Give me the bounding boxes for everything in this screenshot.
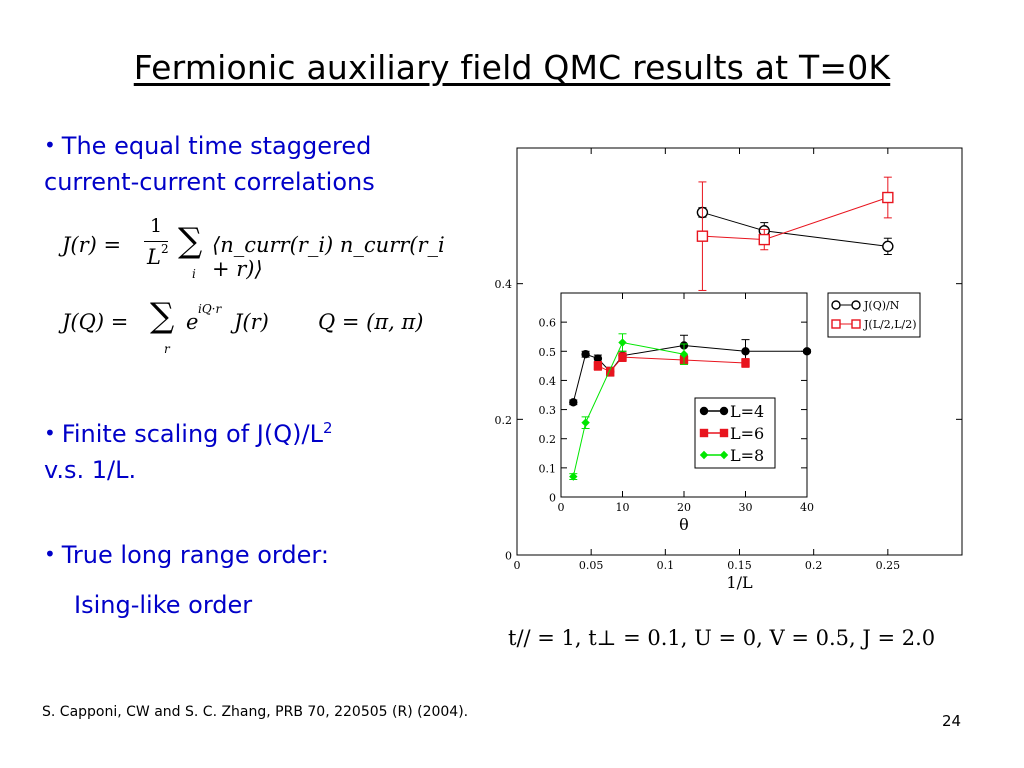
bullet1-line2: current-current correlations [44,168,375,196]
main-xlabel: 1/L [726,573,753,592]
main-legend-marker [831,300,841,310]
main-data-point [882,191,894,204]
eq2-rhs: J(r) [234,310,269,334]
eq1-frac-bar [144,241,168,242]
main-legend-marker [851,319,861,329]
inset-series-line [572,341,685,477]
bullet2-superscript: 2 [322,419,333,437]
eq1-sum-index: i [192,267,196,281]
inset-ytick-label: 0.5 [539,346,557,359]
main-ytick-label: 0.4 [495,278,513,291]
main-xtick-label: 0.25 [876,559,901,572]
eq1-body: ⟨n_curr(r_i) n_curr(r_i + r)⟩ [212,233,445,281]
bullet3-subtext: Ising-like order [74,591,253,619]
main-xtick-label: 0.15 [727,559,752,572]
bullet-long-range-order: • True long range order: Ising-like order [44,536,329,623]
inset-xtick-label: 20 [677,501,691,514]
inset-data-point [618,338,627,347]
inset-data-point [581,350,590,359]
inset-xlabel: θ [679,515,689,534]
inset-data-point [741,358,750,368]
inset-ytick-label: 0 [549,492,556,505]
eq2-exp-base: e [186,310,199,334]
main-ytick-label: 0.2 [495,414,513,427]
main-legend-label: J(Q)/N [863,299,900,312]
bullet-symbol: • [44,421,56,445]
inset-data-point [679,349,689,359]
inset-ytick-label: 0.3 [539,404,557,417]
eq2-lhs: J(Q) = [62,310,129,334]
inset-legend-marker [719,428,729,438]
main-xtick-label: 0 [514,559,521,572]
bullet-symbol: • [44,542,56,566]
bullet1-line1: The equal time staggered [61,132,372,160]
inset-ytick-label: 0.6 [539,317,557,330]
eq2-q-definition: Q = (π, π) [318,310,424,334]
bullet2-line1: Finite scaling of J(Q)/L [61,420,323,448]
inset-legend-label: L=8 [730,446,764,465]
main-data-point [758,233,770,246]
inset-legend-marker [699,406,709,416]
eq1-frac-den-sup: 2 [161,242,169,256]
main-legend-marker [831,319,841,329]
bullet3-text: True long range order: [61,541,329,569]
equation-jr: J(r) = 1 L 2 ∑ i ⟨n_curr(r_i) n_curr(r_i… [62,215,462,285]
inset-data-point [569,472,578,481]
reference-citation: S. Capponi, CW and S. C. Zhang, PRB 70, … [42,704,469,720]
main-ytick-label: 0 [505,550,512,563]
main-legend-box [827,292,921,338]
inset-legend-label: L=6 [730,424,764,443]
main-data-point [882,240,894,253]
inset-legend-marker [699,428,709,438]
inset-xtick-label: 0 [558,501,565,514]
inset-data-point [593,361,603,371]
model-parameters: t// = 1, t⊥ = 0.1, U = 0, V = 0.5, J = 2… [508,626,936,650]
bullet2-line2: v.s. 1/L. [44,456,137,484]
eq2-sum: ∑ [150,296,175,336]
inset-legend-marker [719,450,729,460]
inset-legend-label: L=4 [730,402,764,421]
main-legend-marker [851,300,861,310]
page-number: 24 [942,712,962,730]
main-legend-label: J(L/2,L/2) [863,318,917,331]
inset-xtick-label: 10 [616,501,630,514]
eq1-sum: ∑ [178,221,203,261]
inset-xtick-label: 40 [800,501,814,514]
eq2-sum-index: r [164,342,170,356]
main-xtick-label: 0.2 [805,559,823,572]
equation-jq: J(Q) = ∑ r e iQ·r J(r) Q = (π, π) [62,296,482,360]
bullet-symbol: • [44,133,56,157]
eq2-exp: iQ·r [198,302,222,316]
main-xtick-label: 0.1 [657,559,675,572]
eq1-frac-den: L [147,245,161,269]
main-data-point [696,230,709,242]
bullet-current-correlations: • The equal time staggered current-curren… [44,127,375,200]
inset-legend-marker [699,450,709,460]
inset-ytick-label: 0.2 [539,433,557,446]
inset-legend-marker [719,406,729,416]
inset-ytick-label: 0.4 [539,375,557,388]
inset-data-point [741,347,750,356]
inset-data-point [618,352,627,362]
eq1-lhs: J(r) = [62,233,122,257]
inset-data-point [581,418,590,427]
inset-xtick-label: 30 [739,501,753,514]
inset-data-point [569,398,578,407]
inset-data-point [802,347,812,356]
inset-ytick-label: 0.1 [539,462,557,475]
bullet-finite-scaling: • Finite scaling of J(Q)/L2 v.s. 1/L. [44,410,332,488]
slide-title: Fermionic auxiliary field QMC results at… [133,48,891,87]
main-xtick-label: 0.05 [579,559,604,572]
eq1-frac-num: 1 [150,215,163,237]
